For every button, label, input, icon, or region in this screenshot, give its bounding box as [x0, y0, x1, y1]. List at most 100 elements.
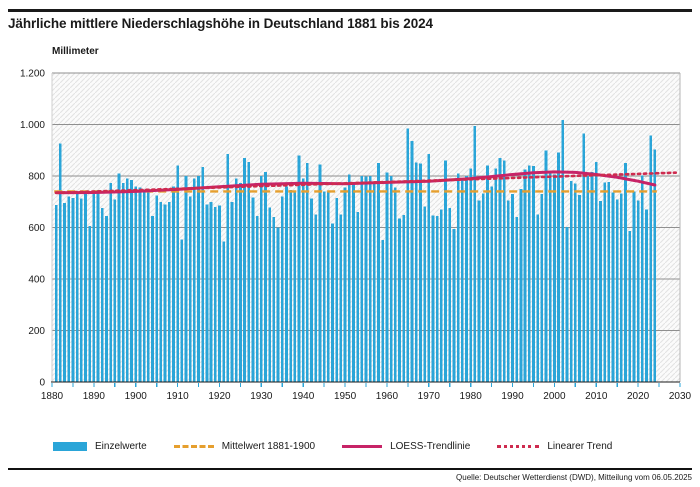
- x-tick-label: 1910: [166, 391, 189, 402]
- bar-1935: [280, 196, 284, 382]
- bar-1923: [230, 201, 234, 382]
- bar-1931: [264, 172, 267, 382]
- bar-1952: [352, 183, 355, 382]
- bar-1982: [477, 200, 481, 382]
- bar-1957: [373, 183, 376, 382]
- bar-1976: [452, 229, 456, 382]
- bar-2014: [611, 192, 615, 382]
- source-note: Quelle: Deutscher Wetterdienst (DWD), Mi…: [456, 473, 692, 482]
- bar-1966: [410, 141, 414, 382]
- bar-1924: [234, 178, 238, 382]
- bar-1941: [306, 163, 309, 383]
- bar-1940: [301, 178, 305, 382]
- legend-item-einzelwerte: Einzelwerte: [53, 441, 147, 452]
- bar-1916: [201, 166, 205, 382]
- y-tick-label: 0: [39, 378, 45, 389]
- legend-label: Einzelwerte: [95, 441, 147, 452]
- bar-1948: [335, 197, 339, 382]
- bar-1973: [440, 209, 443, 382]
- bar-2018: [628, 231, 632, 382]
- bar-2020: [636, 200, 640, 382]
- bar-1960: [385, 172, 389, 382]
- bar-2005: [573, 183, 577, 382]
- y-tick-label: 400: [28, 275, 45, 286]
- bar-1983: [481, 193, 485, 382]
- bar-1949: [339, 214, 343, 383]
- bar-2004: [569, 181, 573, 382]
- bar-1899: [130, 179, 133, 382]
- legend: Einzelwerte Mittelwert 1881-1900 LOESS-T…: [53, 441, 612, 452]
- bar-1975: [448, 208, 452, 382]
- bar-1892: [100, 207, 104, 382]
- bar-1971: [431, 215, 435, 382]
- bar-2000: [553, 174, 556, 382]
- bar-1998: [544, 150, 548, 382]
- bar-2023: [649, 135, 653, 382]
- top-rule: [8, 9, 692, 12]
- bar-1980: [469, 168, 473, 382]
- bar-1961: [389, 176, 393, 382]
- bar-1974: [444, 160, 447, 382]
- bar-2021: [640, 175, 644, 382]
- bar-1890: [92, 191, 96, 382]
- bar-1967: [414, 162, 418, 382]
- bar-1922: [226, 154, 230, 382]
- page-title: Jährliche mittlere Niederschlagshöhe in …: [8, 16, 433, 31]
- bar-1977: [456, 173, 460, 382]
- bar-1984: [486, 165, 489, 382]
- bar-2009: [590, 171, 594, 382]
- bar-2016: [620, 193, 623, 382]
- bar-1915: [197, 176, 200, 382]
- bar-1895: [113, 199, 117, 382]
- x-tick-label: 2030: [669, 391, 692, 402]
- bar-2024: [653, 149, 657, 382]
- bar-1942: [310, 198, 313, 382]
- bar-1951: [347, 174, 351, 382]
- bars: [54, 119, 657, 383]
- bar-1989: [507, 200, 510, 382]
- bar-2006: [578, 194, 581, 382]
- bar-1912: [184, 176, 188, 382]
- bar-1925: [239, 183, 242, 382]
- bar-2007: [582, 133, 586, 382]
- precipitation-chart: 0 200 400 600 800 1.000 1.200 1880 1890 1900 1910 1…: [20, 69, 692, 403]
- bar-1959: [381, 240, 385, 382]
- bar-1926: [243, 157, 246, 382]
- bar-swatch-icon: [53, 442, 87, 451]
- bar-1936: [285, 186, 288, 382]
- bar-2015: [615, 199, 619, 382]
- y-tick-label: 1.200: [20, 69, 45, 80]
- y-tick-label: 600: [28, 223, 45, 234]
- legend-label: Linearer Trend: [547, 441, 613, 452]
- chart-area: 0 200 400 600 800 1.000 1.200 1880 1890 1900 1910 1…: [0, 58, 700, 408]
- bar-1885: [71, 197, 75, 382]
- x-tick-label: 1890: [83, 391, 106, 402]
- bar-1891: [96, 190, 100, 382]
- bar-1901: [138, 187, 142, 382]
- bar-1911: [180, 239, 184, 382]
- bar-1997: [540, 194, 544, 382]
- bar-1990: [511, 194, 514, 382]
- dotted-line-swatch-icon: [497, 445, 540, 448]
- bar-1985: [490, 186, 493, 382]
- bar-1897: [121, 183, 125, 382]
- legend-item-loess: LOESS-Trendlinie: [342, 441, 470, 452]
- bar-1934: [276, 227, 280, 382]
- bar-1987: [498, 157, 502, 382]
- x-tick-label: 1950: [334, 391, 357, 402]
- solid-line-swatch-icon: [342, 445, 383, 448]
- bar-1928: [251, 197, 255, 382]
- bar-2011: [599, 200, 602, 382]
- bar-2002: [561, 119, 565, 382]
- y-tick-label: 200: [28, 326, 45, 337]
- bar-1913: [188, 196, 192, 382]
- bar-1887: [79, 198, 83, 382]
- bar-1910: [176, 165, 179, 382]
- y-tick-label: 1.000: [20, 120, 45, 131]
- bar-2017: [624, 163, 627, 383]
- bar-1991: [515, 217, 519, 382]
- bar-1900: [134, 186, 138, 382]
- x-tick-label: 1990: [501, 391, 524, 402]
- bar-1954: [360, 176, 364, 382]
- bar-1906: [159, 201, 163, 382]
